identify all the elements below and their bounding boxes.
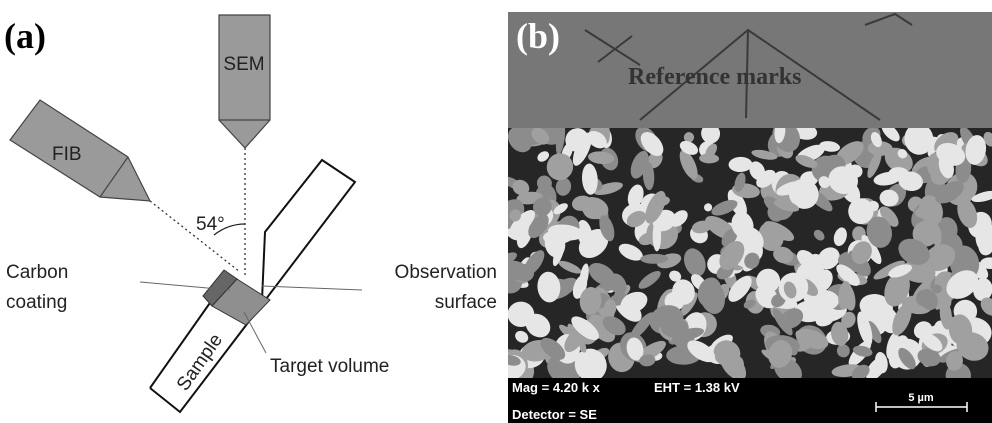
leader-line	[244, 312, 266, 353]
angle-label: 54°	[196, 214, 225, 235]
sem-label: SEM	[223, 54, 264, 75]
grain	[888, 167, 909, 181]
observation-label: surface	[435, 292, 497, 313]
eht: EHT = 1.38 kV	[654, 380, 740, 395]
target-label: Target volume	[270, 356, 389, 377]
detector: Detector = SE	[512, 407, 597, 422]
carbon-label: Carbon	[6, 262, 68, 283]
fib-label: FIB	[52, 144, 82, 165]
panel-label: (b)	[516, 16, 560, 56]
panel-label: (a)	[4, 16, 46, 56]
panel-b: Reference marks (b) Mag = 4.20 k x EHT =…	[488, 12, 992, 423]
annotation: Reference marks	[628, 64, 801, 90]
fib-axis	[150, 201, 240, 272]
figure: (a) SEM FIB 54° Carbon coating Observati…	[0, 0, 992, 423]
grain	[653, 221, 662, 251]
carbon-label: coating	[6, 292, 67, 313]
panel-a: (a) SEM FIB 54° Carbon coating Observati…	[4, 15, 497, 412]
leader-line	[262, 286, 362, 290]
mag: Mag = 4.20 k x	[512, 380, 601, 395]
observation-label: Observation	[395, 262, 497, 283]
sem-column	[219, 15, 270, 148]
scale-bar-label: 5 µm	[908, 392, 934, 404]
grain	[604, 299, 616, 316]
